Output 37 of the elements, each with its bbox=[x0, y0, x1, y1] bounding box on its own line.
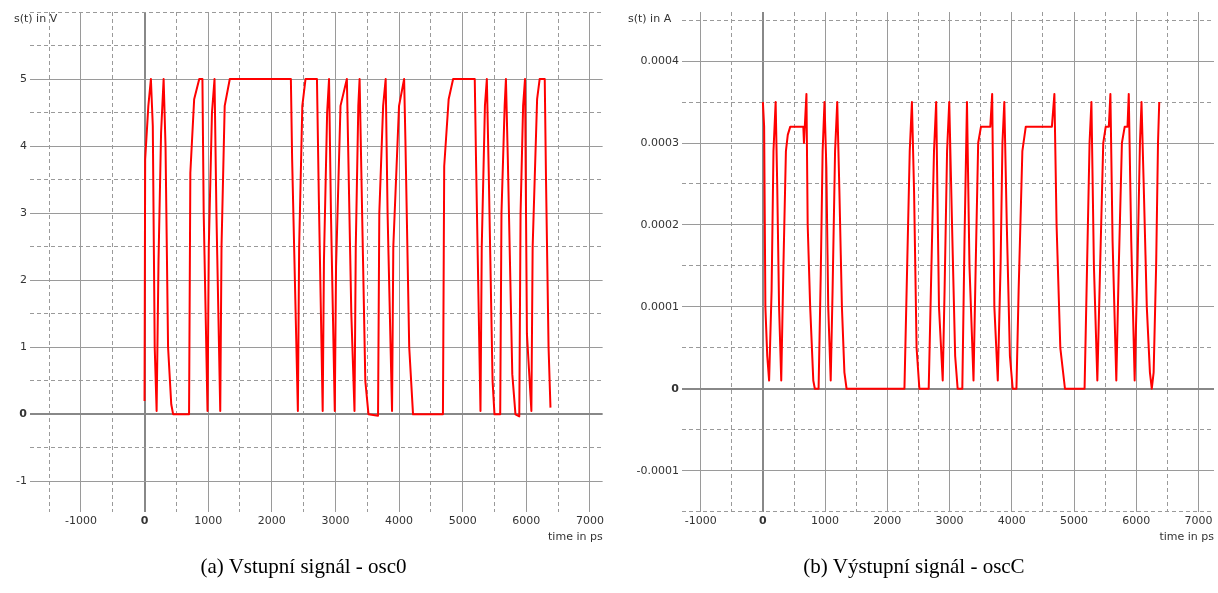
y-tick-label: -0.0001 bbox=[636, 463, 679, 477]
x-tick-label: 4000 bbox=[997, 514, 1026, 528]
x-tick-label: 4000 bbox=[385, 514, 414, 528]
x-tick-label: 1000 bbox=[194, 514, 223, 528]
y-axis-title: s(t) in V bbox=[14, 12, 58, 26]
y-tick-label: 0.0001 bbox=[640, 299, 679, 313]
y-axis-title: s(t) in A bbox=[628, 12, 672, 26]
text: (a) Vstupní signál - osc0 bbox=[199, 554, 408, 579]
x-tick-label: 2000 bbox=[257, 514, 286, 528]
x-axis-title: time in ps bbox=[1159, 530, 1215, 544]
x-tick-label: 5000 bbox=[1060, 514, 1088, 528]
x-tick-label: 6000 bbox=[512, 514, 541, 528]
y-tick-label: 3 bbox=[20, 206, 27, 220]
y-tick-label: 2 bbox=[20, 273, 27, 287]
y-tick-label: -1 bbox=[16, 474, 27, 488]
y-tick-label: 5 bbox=[20, 71, 27, 85]
y-tick-label: 1 bbox=[20, 340, 27, 354]
y-tick-label: 0 bbox=[671, 381, 680, 395]
y-tick-label: 0.0002 bbox=[640, 217, 679, 231]
x-tick-label: 0 bbox=[759, 514, 768, 528]
x-tick-label: 7000 bbox=[575, 514, 604, 528]
text: (b) Výstupní signál - oscC bbox=[802, 554, 1026, 579]
x-tick-label: -1000 bbox=[684, 514, 717, 528]
x-tick-label: 2000 bbox=[873, 514, 902, 528]
x-tick-label: 0 bbox=[140, 514, 149, 528]
x-axis-title: time in ps bbox=[548, 530, 603, 544]
y-tick-label: 0 bbox=[19, 407, 28, 421]
x-tick-label: 1000 bbox=[811, 514, 840, 528]
y-tick-label: 0.0004 bbox=[640, 54, 679, 67]
y-tick-label: 4 bbox=[20, 138, 27, 152]
x-tick-label: 7000 bbox=[1184, 514, 1213, 528]
x-tick-label: 3000 bbox=[935, 514, 964, 528]
x-tick-label: 3000 bbox=[321, 514, 350, 528]
y-tick-label: 0.0003 bbox=[640, 135, 679, 149]
x-tick-label: 5000 bbox=[448, 514, 477, 528]
x-tick-label: -1000 bbox=[64, 514, 97, 528]
x-tick-label: 6000 bbox=[1122, 514, 1151, 528]
